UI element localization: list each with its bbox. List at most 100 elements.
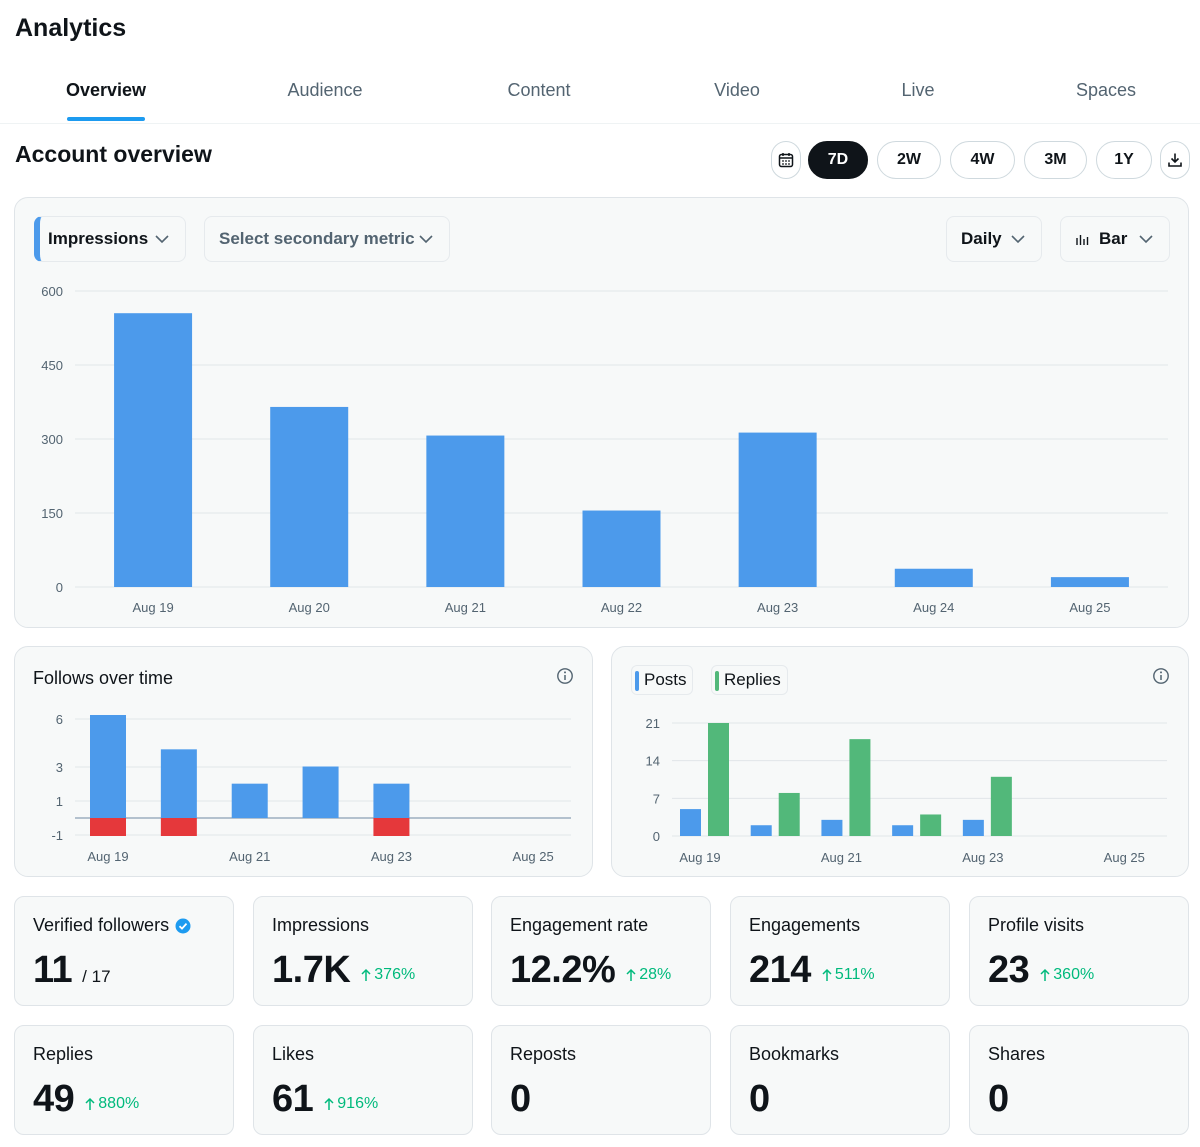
- stat-card-replies[interactable]: Replies 49 880%: [14, 1025, 234, 1135]
- arrow-up-icon: [324, 1097, 334, 1110]
- unfollows-bar: [160, 818, 197, 836]
- posts-bar: [821, 819, 843, 836]
- y-tick-label: 14: [646, 754, 660, 769]
- stat-label: Reposts: [510, 1044, 577, 1064]
- primary-metric-dropdown[interactable]: Impressions: [34, 216, 186, 262]
- x-tick-label: Aug 21: [445, 600, 486, 615]
- range-1y-button[interactable]: 1Y: [1096, 141, 1152, 179]
- stat-label: Shares: [988, 1044, 1046, 1064]
- x-tick-label: Aug 24: [913, 600, 954, 615]
- main-chart-panel: Impressions Select secondary metric Dail…: [14, 197, 1189, 628]
- stat-label: Impressions: [272, 915, 370, 935]
- stat-value-row: 11 / 17: [33, 949, 111, 992]
- tab-bar: Overview Audience Content Video Live Spa…: [0, 62, 1200, 124]
- range-7d-button[interactable]: 7D: [808, 141, 868, 179]
- stat-value: 49: [33, 1078, 75, 1120]
- download-button[interactable]: [1160, 141, 1190, 179]
- x-tick-label: Aug 23: [962, 850, 1003, 865]
- stat-value-row: 0: [988, 1078, 1009, 1121]
- stat-card-impressions[interactable]: Impressions 1.7K 376%: [253, 896, 473, 1006]
- legend-replies-swatch: [715, 671, 719, 691]
- download-icon: [1168, 153, 1182, 167]
- follows-title: Follows over time: [33, 668, 174, 688]
- stat-card-engagements[interactable]: Engagements 214 511%: [730, 896, 950, 1006]
- stat-card-engagement-rate[interactable]: Engagement rate 12.2% 28%: [491, 896, 711, 1006]
- stat-change: 360%: [1039, 966, 1094, 984]
- stat-change: 916%: [323, 1095, 378, 1113]
- replies-bar: [849, 739, 871, 836]
- stat-label: Likes: [272, 1044, 315, 1064]
- chevron-down-icon: [1011, 235, 1025, 244]
- tab-overview[interactable]: Overview: [65, 80, 147, 100]
- stat-card-profile-visits[interactable]: Profile visits 23 360%: [969, 896, 1189, 1006]
- chart-type-dropdown[interactable]: Bar: [1060, 216, 1170, 262]
- primary-metric-label: Impressions: [48, 229, 149, 248]
- x-tick-label: Aug 21: [821, 850, 862, 865]
- legend-replies[interactable]: Replies: [711, 665, 788, 695]
- follows-panel: Follows over time -1 1 3 6 Aug 19 Aug 21 Aug 2…: [14, 646, 593, 877]
- x-tick-label: Aug 22: [601, 600, 642, 615]
- chevron-down-icon: [1139, 235, 1153, 244]
- page-title: Analytics: [15, 14, 127, 42]
- info-icon[interactable]: [1152, 667, 1170, 685]
- legend-replies-label: Replies: [724, 670, 781, 689]
- follows-bar: [160, 749, 197, 818]
- y-tick-label: 3: [56, 760, 63, 775]
- info-icon[interactable]: [556, 667, 574, 685]
- tab-audience[interactable]: Audience: [287, 80, 363, 100]
- tab-content[interactable]: Content: [507, 80, 571, 100]
- tab-live[interactable]: Live: [901, 80, 935, 100]
- stat-label: Engagements: [749, 915, 861, 935]
- verified-badge-icon: [175, 918, 191, 933]
- interval-dropdown[interactable]: Daily: [946, 216, 1042, 262]
- interval-label: Daily: [961, 229, 1002, 248]
- stat-change-value: 360%: [1053, 966, 1095, 983]
- tab-spaces[interactable]: Spaces: [1075, 80, 1137, 100]
- impressions-bar: [738, 432, 817, 587]
- tab-video[interactable]: Video: [714, 80, 760, 100]
- legend-posts[interactable]: Posts: [631, 665, 693, 695]
- x-tick-label: Aug 21: [229, 849, 270, 864]
- legend-posts-swatch: [635, 671, 639, 691]
- stat-card-shares[interactable]: Shares 0: [969, 1025, 1189, 1135]
- stat-value: 0: [510, 1078, 531, 1120]
- stat-label: Engagement rate: [510, 915, 649, 935]
- stat-change-value: 511%: [834, 966, 875, 983]
- stat-value-row: 61 916%: [272, 1078, 378, 1121]
- y-tick-label: 21: [646, 716, 660, 731]
- arrow-up-icon: [1040, 968, 1050, 981]
- x-tick-label: Aug 25: [1069, 600, 1110, 615]
- chevron-down-icon: [419, 235, 433, 244]
- stat-card-reposts[interactable]: Reposts 0: [491, 1025, 711, 1135]
- range-2w-button[interactable]: 2W: [877, 141, 941, 179]
- x-tick-label: Aug 25: [1104, 850, 1145, 865]
- stat-change-value: 916%: [337, 1095, 379, 1112]
- impressions-chart: 0 150 300 450 600 Aug 19 Aug 20 Aug 21 Aug 22 Aug…: [41, 284, 1168, 615]
- stat-value-row: 12.2% 28%: [510, 949, 671, 992]
- stat-label: Bookmarks: [749, 1044, 840, 1064]
- stat-change-value: 376%: [374, 966, 416, 983]
- chart-type-label: Bar: [1099, 229, 1128, 248]
- calendar-button[interactable]: [771, 141, 801, 179]
- follows-bar: [373, 783, 410, 818]
- secondary-metric-dropdown[interactable]: Select secondary metric: [204, 216, 450, 262]
- stat-value: 0: [749, 1078, 770, 1120]
- stat-card-verified-followers[interactable]: Verified followers 11 / 17: [14, 896, 234, 1006]
- range-3m-button[interactable]: 3M: [1024, 141, 1087, 179]
- stat-card-bookmarks[interactable]: Bookmarks 0: [730, 1025, 950, 1135]
- replies-bar: [920, 814, 942, 836]
- stat-card-likes[interactable]: Likes 61 916%: [253, 1025, 473, 1135]
- stat-change: 511%: [821, 966, 875, 984]
- stat-change: 880%: [84, 1095, 139, 1113]
- x-tick-label: Aug 20: [289, 600, 330, 615]
- arrow-up-icon: [85, 1097, 95, 1110]
- stat-value-row: 0: [510, 1078, 531, 1121]
- x-tick-label: Aug 19: [679, 850, 720, 865]
- stat-label: Replies: [33, 1044, 94, 1064]
- x-tick-label: Aug 19: [87, 849, 128, 864]
- impressions-bar: [894, 568, 973, 587]
- stat-total: / 17: [82, 967, 111, 986]
- stat-label: Profile visits: [988, 915, 1085, 935]
- chevron-down-icon: [155, 235, 169, 244]
- range-4w-button[interactable]: 4W: [950, 141, 1015, 179]
